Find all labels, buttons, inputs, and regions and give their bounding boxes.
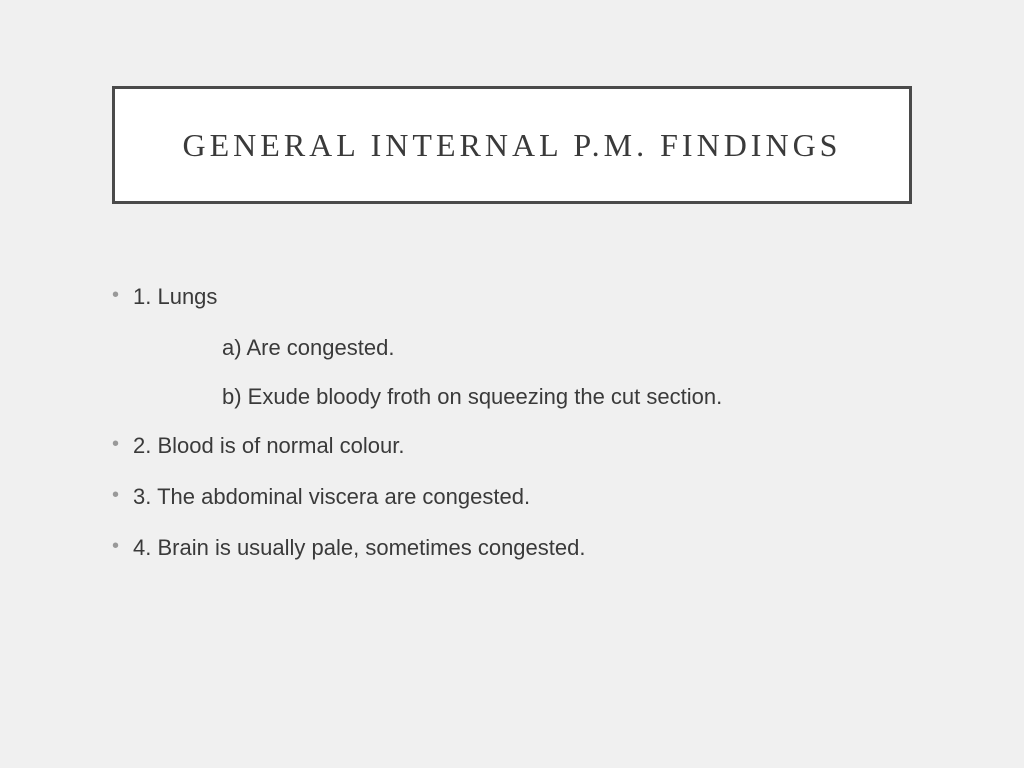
list-item: • 3. The abdominal viscera are congested… <box>112 480 912 513</box>
list-item: • 2. Blood is of normal colour. <box>112 429 912 462</box>
list-item: • 1. Lungs <box>112 280 912 313</box>
item-text: 4. Brain is usually pale, sometimes cong… <box>133 531 585 564</box>
bullet-icon: • <box>112 480 119 510</box>
item-text: 1. Lungs <box>133 280 217 313</box>
slide-title: GENERAL INTERNAL P.M. FINDINGS <box>183 123 842 168</box>
bullet-icon: • <box>112 531 119 561</box>
list-item: • 4. Brain is usually pale, sometimes co… <box>112 531 912 564</box>
sub-item-text: a) Are congested. <box>222 335 394 360</box>
title-box: GENERAL INTERNAL P.M. FINDINGS <box>112 86 912 204</box>
bullet-icon: • <box>112 429 119 459</box>
bullet-icon: • <box>112 280 119 310</box>
sub-list-item: a) Are congested. <box>222 331 912 364</box>
item-text: 3. The abdominal viscera are congested. <box>133 480 530 513</box>
content-area: • 1. Lungs a) Are congested. b) Exude bl… <box>112 280 912 582</box>
sub-list-item: b) Exude bloody froth on squeezing the c… <box>222 380 912 413</box>
sub-item-text: b) Exude bloody froth on squeezing the c… <box>222 384 722 409</box>
item-text: 2. Blood is of normal colour. <box>133 429 404 462</box>
